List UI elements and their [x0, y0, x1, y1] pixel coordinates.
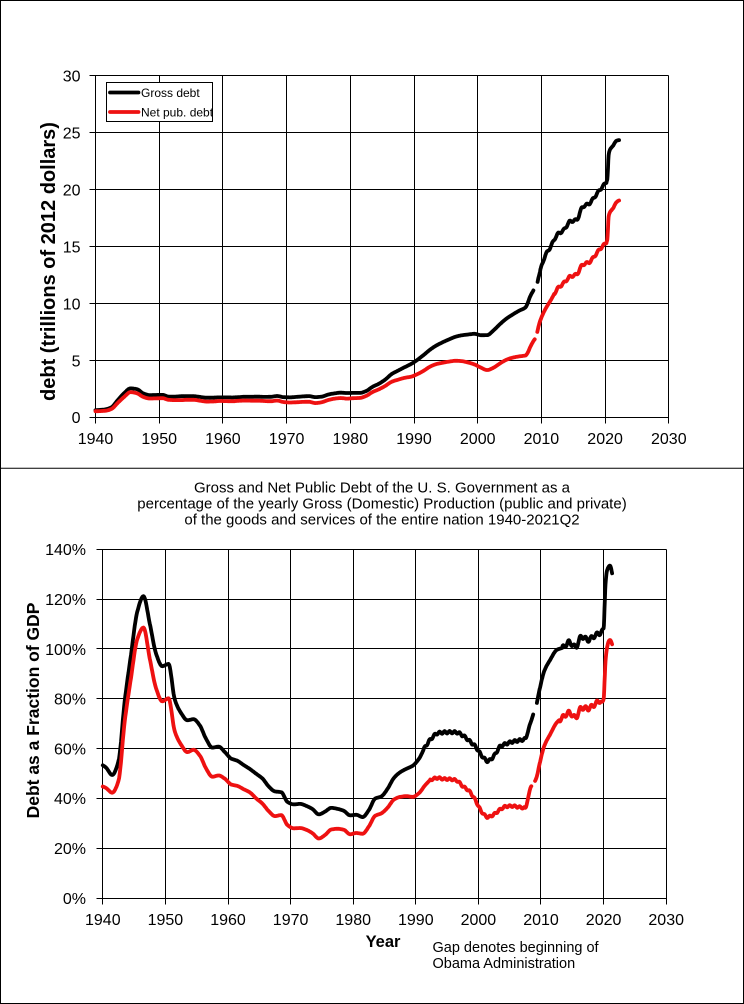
svg-text:0%: 0% — [63, 891, 86, 908]
svg-text:20%: 20% — [54, 841, 86, 858]
svg-text:140%: 140% — [45, 542, 86, 559]
svg-text:40%: 40% — [54, 791, 86, 808]
svg-text:1950: 1950 — [141, 431, 177, 448]
svg-text:0: 0 — [72, 410, 81, 427]
svg-text:Year: Year — [366, 933, 401, 951]
svg-text:2000: 2000 — [461, 912, 497, 929]
svg-text:25: 25 — [63, 126, 81, 143]
svg-text:2030: 2030 — [651, 431, 687, 448]
svg-text:30: 30 — [63, 69, 81, 86]
svg-text:1980: 1980 — [335, 912, 371, 929]
svg-text:Net pub. debt: Net pub. debt — [141, 106, 214, 120]
svg-text:1990: 1990 — [396, 431, 432, 448]
svg-text:15: 15 — [63, 239, 81, 256]
svg-text:5: 5 — [72, 353, 81, 370]
svg-text:2020: 2020 — [586, 912, 622, 929]
svg-text:Obama Administration: Obama Administration — [433, 956, 576, 972]
svg-text:2010: 2010 — [523, 912, 559, 929]
svg-text:2030: 2030 — [648, 912, 684, 929]
svg-text:2020: 2020 — [587, 431, 623, 448]
svg-text:of the goods and services of t: of the goods and services of the entire … — [184, 512, 579, 529]
svg-text:1970: 1970 — [273, 912, 309, 929]
svg-text:60%: 60% — [54, 741, 86, 758]
svg-text:10: 10 — [63, 296, 81, 313]
svg-text:100%: 100% — [45, 642, 86, 659]
svg-text:1990: 1990 — [398, 912, 434, 929]
svg-text:Gap denotes beginning of: Gap denotes beginning of — [433, 940, 600, 956]
svg-text:1940: 1940 — [85, 912, 121, 929]
svg-text:1950: 1950 — [148, 912, 184, 929]
svg-text:1980: 1980 — [333, 431, 369, 448]
svg-text:2000: 2000 — [460, 431, 496, 448]
svg-text:2010: 2010 — [524, 431, 560, 448]
svg-text:1960: 1960 — [205, 431, 241, 448]
svg-text:Debt as a Fraction of GDP: Debt as a Fraction of GDP — [23, 602, 43, 818]
svg-text:20: 20 — [63, 183, 81, 200]
svg-text:1940: 1940 — [78, 431, 114, 448]
svg-text:1970: 1970 — [269, 431, 305, 448]
svg-text:Gross debt: Gross debt — [141, 86, 200, 100]
svg-text:80%: 80% — [54, 692, 86, 709]
svg-text:percentage of the yearly Gross: percentage of the yearly Gross (Domestic… — [137, 496, 626, 513]
svg-text:debt (trillions of 2012 dolla: debt (trillions of 2012 dollars) — [38, 122, 60, 401]
svg-text:120%: 120% — [45, 592, 86, 609]
svg-text:1960: 1960 — [210, 912, 246, 929]
svg-text:Gross and Net Public Debt of t: Gross and Net Public Debt of the U. S. G… — [194, 479, 571, 496]
